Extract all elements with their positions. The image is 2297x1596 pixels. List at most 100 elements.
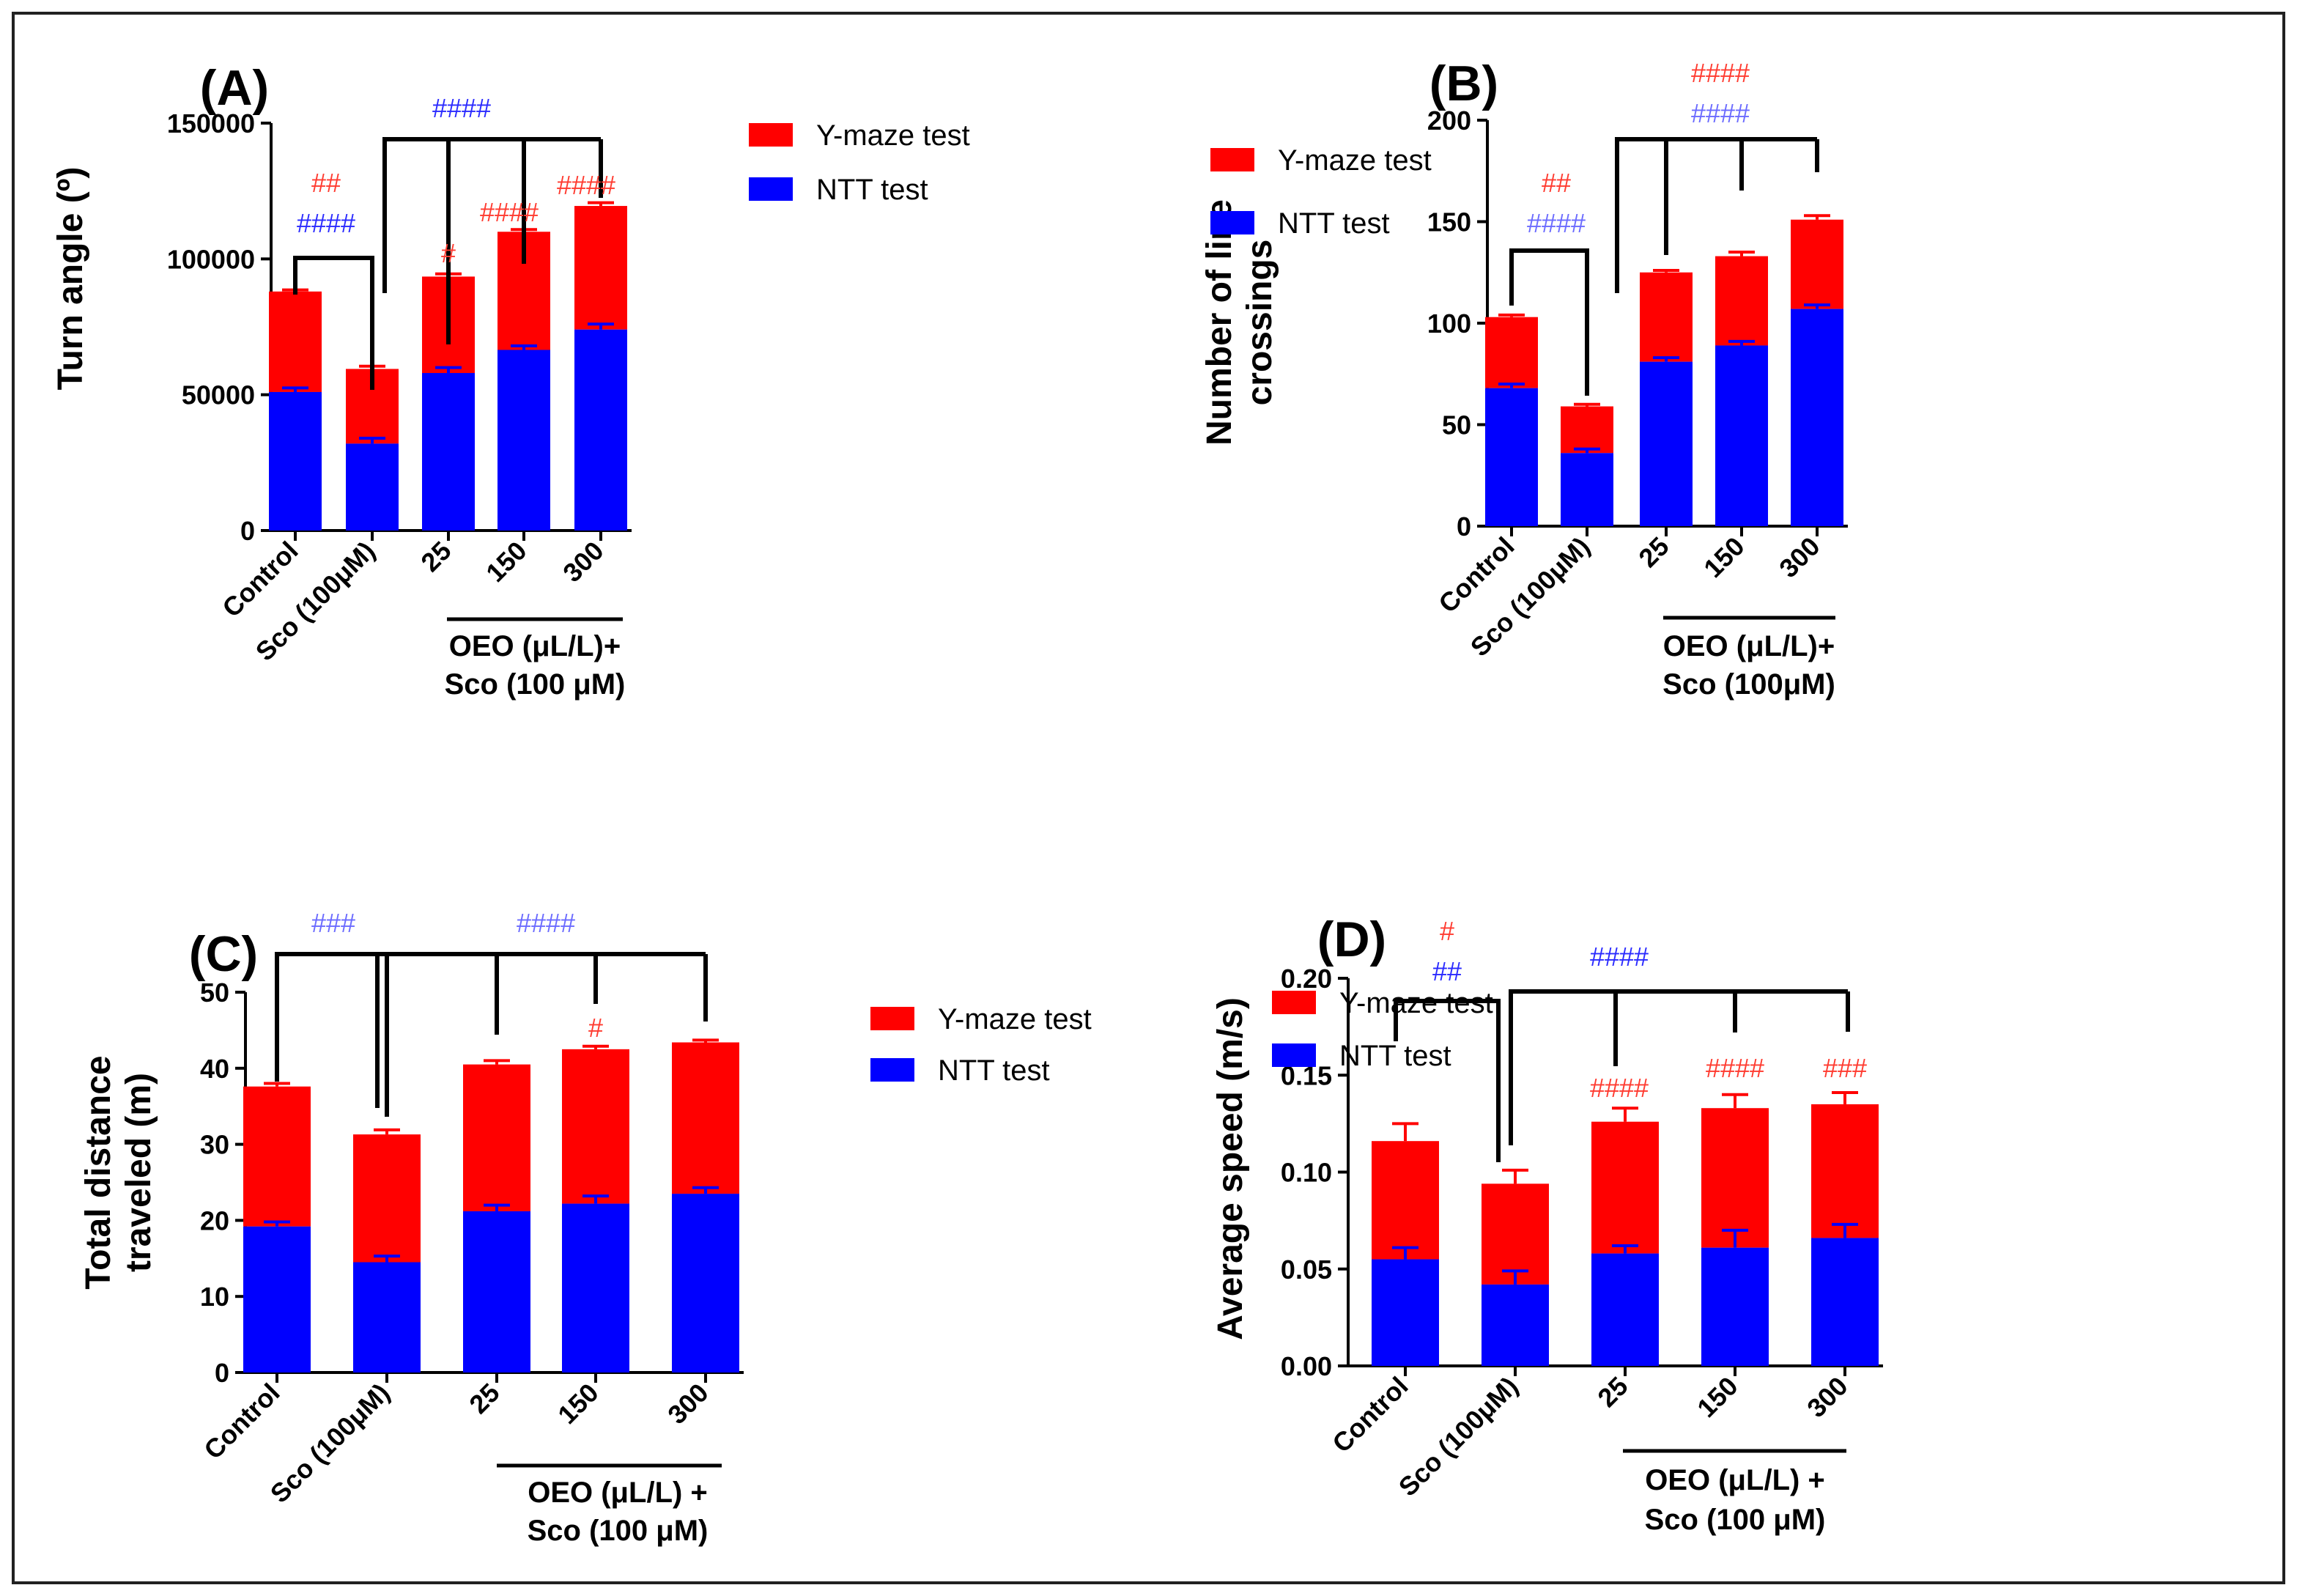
- significance-label: #: [1440, 916, 1454, 946]
- significance-label: #: [588, 1013, 603, 1043]
- bar-ntt-2: [463, 1211, 530, 1373]
- legend-swatch-ymaze: [870, 1007, 914, 1030]
- significance-label: ####: [1691, 58, 1750, 88]
- legend-label-ymaze: Y-maze test: [938, 1003, 1092, 1035]
- significance-label: ##: [1432, 956, 1462, 986]
- bar-ymaze-1: [353, 1134, 421, 1263]
- group-label-line2: Sco (100μM): [1662, 668, 1835, 701]
- comparison-bracket: [1615, 137, 1817, 293]
- comparison-bracket: [1509, 248, 1589, 396]
- significance-label: ###: [1823, 1053, 1867, 1083]
- significance-label: ####: [557, 170, 615, 200]
- bar-ymaze-4: [1791, 219, 1843, 309]
- bar-ymaze-1: [1482, 1183, 1549, 1285]
- bar-ymaze-3: [562, 1049, 629, 1204]
- y-tick-label: 100000: [167, 244, 255, 274]
- bar-ntt-0: [1372, 1259, 1439, 1366]
- group-label-line1: OEO (μL/L) +: [1645, 1464, 1825, 1496]
- bar-ntt-3: [1715, 345, 1768, 526]
- chart-panel-d: (D)Average speed (m/s)0.000.050.100.150.…: [1211, 912, 1883, 1536]
- y-tick-label: 20: [200, 1205, 229, 1235]
- y-tick-label: 0.05: [1281, 1255, 1332, 1285]
- bar-ymaze-3: [1701, 1108, 1769, 1248]
- bar-ymaze-4: [574, 206, 627, 330]
- y-axis-title-line1: Number of line: [1200, 199, 1239, 446]
- legend-swatch-ntt: [1210, 211, 1254, 234]
- bar-ntt-3: [1701, 1247, 1769, 1366]
- y-tick-label: 200: [1427, 106, 1471, 136]
- bar-ntt-4: [672, 1194, 739, 1373]
- significance-label: ##: [1542, 168, 1571, 198]
- group-label-line1: OEO (μL/L)+: [1663, 630, 1835, 662]
- comparison-bracket: [382, 137, 601, 293]
- y-tick-label: 100: [1427, 309, 1471, 339]
- y-axis-title-line2: crossings: [1240, 240, 1279, 406]
- bar-ymaze-4: [1811, 1104, 1879, 1238]
- y-tick-label: 40: [200, 1054, 229, 1084]
- significance-label: ####: [1691, 98, 1750, 128]
- bar-ntt-3: [562, 1203, 629, 1373]
- legend-swatch-ntt: [1272, 1043, 1316, 1067]
- bar-ntt-0: [1485, 388, 1538, 526]
- significance-label: ####: [297, 208, 355, 238]
- bar-ntt-1: [353, 1262, 421, 1373]
- y-axis-title-line1: Total distance: [79, 1055, 118, 1289]
- legend-label-ymaze: Y-maze test: [816, 119, 970, 152]
- bar-ntt-2: [422, 373, 475, 531]
- significance-label: ####: [1706, 1053, 1764, 1083]
- bar-ntt-4: [1791, 309, 1843, 526]
- y-axis-title: Average speed (m/s): [1211, 997, 1250, 1340]
- legend-label-ntt: NTT test: [938, 1054, 1050, 1087]
- significance-label: ####: [1590, 942, 1649, 972]
- bar-ntt-4: [574, 329, 627, 531]
- y-tick-label: 0.10: [1281, 1158, 1332, 1188]
- panel-label: (D): [1317, 912, 1386, 967]
- bar-ntt-4: [1811, 1238, 1879, 1366]
- y-axis-title-line2: traveled (m): [119, 1073, 158, 1272]
- group-label-line2: Sco (100 μM): [445, 668, 626, 701]
- legend-swatch-ntt: [870, 1058, 914, 1082]
- legend-swatch-ymaze: [749, 123, 793, 147]
- group-label-line2: Sco (100 μM): [1645, 1504, 1826, 1536]
- significance-label: ##: [311, 168, 341, 198]
- bar-ymaze-0: [269, 291, 322, 392]
- bar-ntt-0: [243, 1226, 311, 1373]
- group-label-line1: OEO (μL/L)+: [449, 630, 621, 662]
- bar-ntt-0: [269, 391, 322, 531]
- bar-ntt-2: [1591, 1253, 1659, 1366]
- bar-ymaze-2: [1640, 272, 1693, 362]
- legend-swatch-ymaze: [1272, 991, 1316, 1014]
- y-axis-title: Turn angle (º): [51, 167, 90, 391]
- bar-ymaze-0: [1485, 317, 1538, 388]
- legend-label-ymaze: Y-maze test: [1278, 144, 1432, 177]
- y-tick-label: 150000: [167, 108, 255, 138]
- bar-ntt-1: [1561, 453, 1613, 526]
- significance-label: ####: [517, 908, 575, 938]
- chart-panel-a: (A)Turn angle (º)050000100000150000Contr…: [51, 60, 970, 701]
- bar-ymaze-4: [672, 1042, 739, 1194]
- bar-ymaze-2: [463, 1064, 530, 1211]
- significance-label: ####: [1527, 208, 1586, 238]
- significance-label: ###: [311, 908, 355, 938]
- bar-ntt-3: [498, 350, 550, 531]
- y-tick-label: 150: [1427, 207, 1471, 237]
- bar-ntt-1: [1482, 1284, 1549, 1366]
- y-tick-label: 10: [200, 1282, 229, 1312]
- legend-label-ntt: NTT test: [1278, 207, 1390, 240]
- y-tick-label: 30: [200, 1130, 229, 1160]
- panel-label: (A): [200, 60, 269, 116]
- bar-ymaze-1: [1561, 406, 1613, 454]
- bar-ntt-1: [346, 443, 399, 531]
- y-tick-label: 50: [1442, 410, 1471, 440]
- chart-panel-b: (B)Number of line crossings050100150200Co…: [1200, 56, 1848, 701]
- y-tick-label: 0.20: [1281, 964, 1332, 994]
- legend-label-ntt: NTT test: [1339, 1040, 1451, 1072]
- bar-ymaze-0: [1372, 1141, 1439, 1260]
- comparison-bracket: [1394, 999, 1501, 1162]
- group-label-line1: OEO (μL/L) +: [528, 1477, 708, 1509]
- significance-label: #: [441, 238, 456, 268]
- significance-label: ####: [480, 197, 539, 227]
- comparison-bracket: [293, 256, 374, 390]
- comparison-bracket: [275, 952, 389, 1117]
